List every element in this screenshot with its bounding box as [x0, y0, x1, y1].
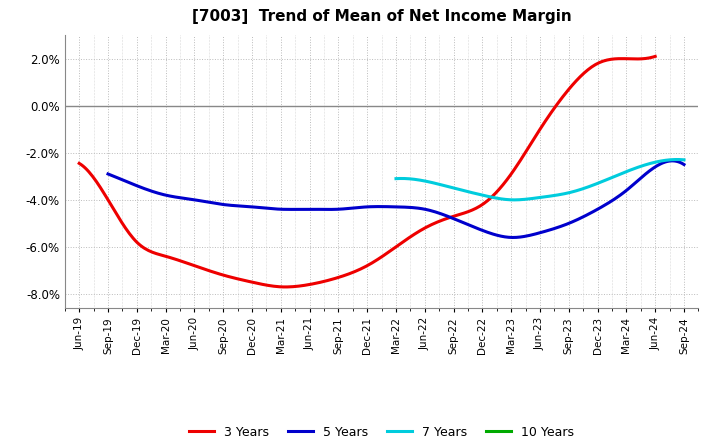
3 Years — [75, 161, 84, 166]
3 Years — [281, 284, 289, 290]
Legend: 3 Years, 5 Years, 7 Years, 10 Years: 3 Years, 5 Years, 7 Years, 10 Years — [184, 421, 579, 440]
3 Years — [420, 226, 428, 231]
5 Years — [508, 235, 517, 240]
5 Years — [445, 214, 454, 220]
3 Years — [418, 227, 426, 232]
3 Years — [651, 54, 660, 59]
7 Years — [563, 191, 572, 196]
7 Years — [654, 159, 662, 164]
7 Years — [680, 157, 688, 162]
5 Years — [680, 162, 688, 167]
5 Years — [456, 219, 465, 224]
Line: 7 Years: 7 Years — [396, 160, 684, 200]
7 Years — [673, 157, 682, 162]
5 Years — [668, 158, 677, 164]
5 Years — [104, 171, 112, 176]
5 Years — [591, 208, 600, 213]
7 Years — [510, 197, 519, 202]
3 Years — [599, 59, 608, 64]
5 Years — [628, 183, 636, 188]
7 Years — [569, 189, 577, 194]
5 Years — [446, 215, 455, 220]
3 Years — [562, 89, 571, 95]
7 Years — [392, 176, 400, 181]
7 Years — [564, 190, 572, 195]
Line: 3 Years: 3 Years — [79, 56, 655, 287]
Title: [7003]  Trend of Mean of Net Income Margin: [7003] Trend of Mean of Net Income Margi… — [192, 9, 572, 24]
Line: 5 Years: 5 Years — [108, 161, 684, 238]
3 Years — [77, 162, 86, 167]
5 Years — [106, 172, 114, 177]
7 Years — [635, 164, 644, 169]
3 Years — [429, 221, 438, 226]
7 Years — [392, 176, 401, 181]
